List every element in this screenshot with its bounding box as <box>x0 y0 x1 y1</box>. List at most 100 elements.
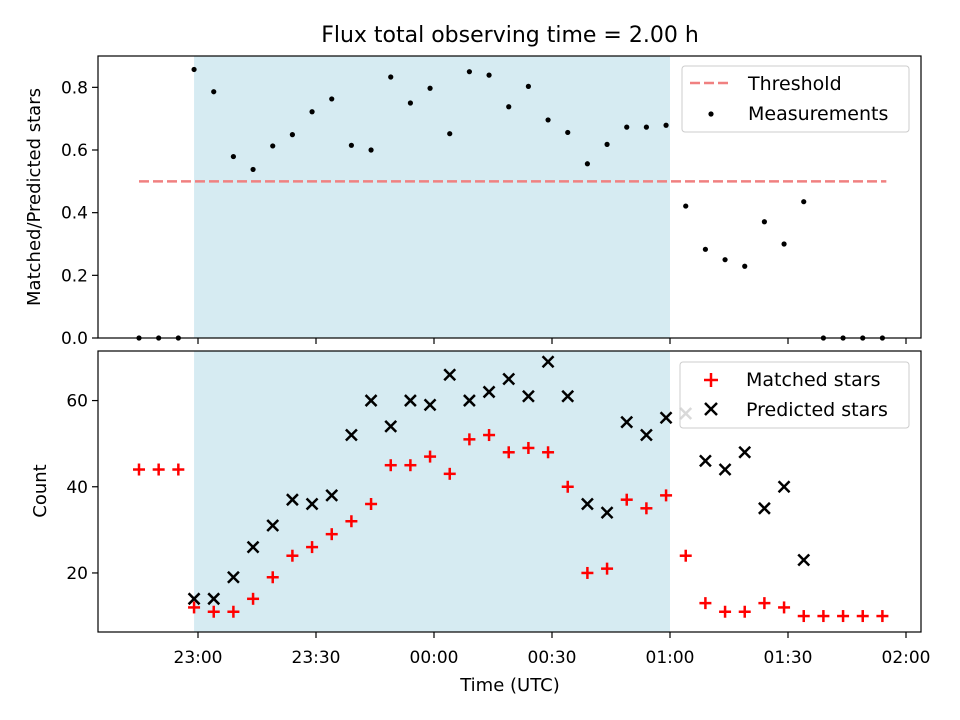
measurement-point <box>447 131 453 137</box>
measurement-point <box>309 109 315 115</box>
matched-star-point <box>817 610 830 623</box>
measurement-point <box>407 100 413 106</box>
top-y-ticks: 0.0 0.2 0.4 0.6 0.8 <box>61 78 98 349</box>
bottom-y-tick-label: 60 <box>66 392 88 412</box>
matched-star-point <box>797 610 810 623</box>
matched-stars-points <box>133 429 889 623</box>
matched-star-point <box>679 549 692 562</box>
x-tick-label: 02:00 <box>882 648 931 668</box>
measurement-point <box>525 83 532 89</box>
predicted-star-point <box>404 394 417 407</box>
measurement-point <box>565 129 571 136</box>
predicted-star-point <box>758 501 771 515</box>
matched-star-point <box>876 610 889 623</box>
top-y-tick-label: 0.0 <box>61 329 88 349</box>
predicted-star-point <box>286 493 299 507</box>
bottom-panel: 20 40 60 23:00 23:30 00:00 00:30 01:00 01:30 02:… <box>30 350 931 696</box>
bottom-axes-frame <box>97 350 922 633</box>
matched-star-point <box>188 601 201 614</box>
top-y-tick-label: 0.4 <box>61 204 88 224</box>
top-y-tick-label: 0.6 <box>61 141 88 161</box>
measurement-point <box>722 257 728 263</box>
predicted-star-point <box>246 540 260 554</box>
predicted-star-point <box>620 415 634 429</box>
measurement-point <box>545 117 551 123</box>
predicted-star-point <box>423 398 437 412</box>
chart-title: Flux total observing time = 2.00 h <box>321 23 699 48</box>
predicted-star-point <box>640 428 653 442</box>
matched-star-point <box>172 463 185 476</box>
matched-star-point <box>738 605 751 618</box>
matched-star-point <box>620 493 633 506</box>
matched-star-point <box>286 549 299 562</box>
measurement-point <box>270 143 276 149</box>
matched-star-point <box>424 450 437 463</box>
top-x-ticks <box>197 338 907 344</box>
matched-star-point <box>384 459 397 472</box>
matched-star-point <box>837 610 850 623</box>
legend-matched-swatch <box>704 373 718 387</box>
predicted-star-point <box>364 394 378 407</box>
legend-predicted-label: Predicted stars <box>746 399 888 421</box>
predicted-star-point <box>581 497 594 511</box>
measurement-point <box>781 241 787 247</box>
predicted-star-point <box>384 420 398 433</box>
bottom-observing-window <box>194 351 671 632</box>
measurement-point <box>486 72 492 78</box>
matched-star-point <box>266 571 279 584</box>
predicted-star-point <box>187 592 201 606</box>
measurement-point <box>506 104 512 110</box>
x-tick-label: 01:00 <box>646 648 695 668</box>
top-panel: 0.00.20.40.60.8 Matched/Predicted stars … <box>24 55 922 349</box>
matched-star-point <box>345 515 358 528</box>
legend-measurements-label: Measurements <box>748 103 888 125</box>
measurement-point <box>801 199 807 205</box>
matched-star-point <box>325 528 338 541</box>
matched-star-point <box>581 566 594 579</box>
predicted-star-point <box>482 385 496 399</box>
matched-star-point <box>719 605 732 618</box>
measurement-point <box>466 69 472 75</box>
x-tick-label: 23:00 <box>174 648 223 668</box>
measurement-point <box>211 89 217 95</box>
legend-predicted-swatch <box>704 402 718 416</box>
matched-star-point <box>133 463 145 476</box>
top-observing-window <box>194 56 671 338</box>
matched-star-point <box>483 429 496 442</box>
predicted-star-point <box>345 428 358 442</box>
predicted-star-point <box>443 368 457 382</box>
legend-matched-label: Matched stars <box>746 369 880 391</box>
measurement-point <box>702 246 709 252</box>
matched-star-point <box>207 605 220 618</box>
measurement-point <box>348 142 354 148</box>
matched-star-point <box>640 502 653 515</box>
matched-star-point <box>152 463 165 476</box>
bottom-y-tick-label: 40 <box>66 478 88 498</box>
top-legend: Threshold Measurements <box>681 65 910 133</box>
x-tick-label: 00:00 <box>410 648 459 668</box>
predicted-star-point <box>305 497 319 511</box>
matched-star-point <box>443 467 456 480</box>
bottom-y-axis-label: Count <box>30 464 51 517</box>
matched-star-point <box>404 459 417 472</box>
top-y-axis-label: Matched/Predicted stars <box>24 88 45 306</box>
measurement-point <box>329 96 335 102</box>
predicted-star-point <box>522 389 535 403</box>
bottom-y-ticks: 20 40 60 <box>66 392 98 584</box>
measurement-point <box>683 203 689 209</box>
measurement-point <box>388 74 394 80</box>
measurement-point <box>368 147 374 153</box>
measurement-point <box>191 66 197 73</box>
matched-star-point <box>856 610 869 623</box>
matched-star-point <box>306 541 319 554</box>
measurement-point <box>624 124 630 130</box>
matched-star-point <box>463 433 476 446</box>
measurement-point <box>663 122 669 128</box>
predicted-star-point <box>266 519 280 532</box>
predicted-star-point <box>600 506 614 520</box>
matched-star-point <box>778 601 791 614</box>
bottom-legend: Matched stars Predicted stars <box>679 361 910 429</box>
measurement-point <box>250 166 256 173</box>
x-axis-label: Time (UTC) <box>459 675 560 696</box>
x-tick-label: 01:30 <box>764 648 813 668</box>
